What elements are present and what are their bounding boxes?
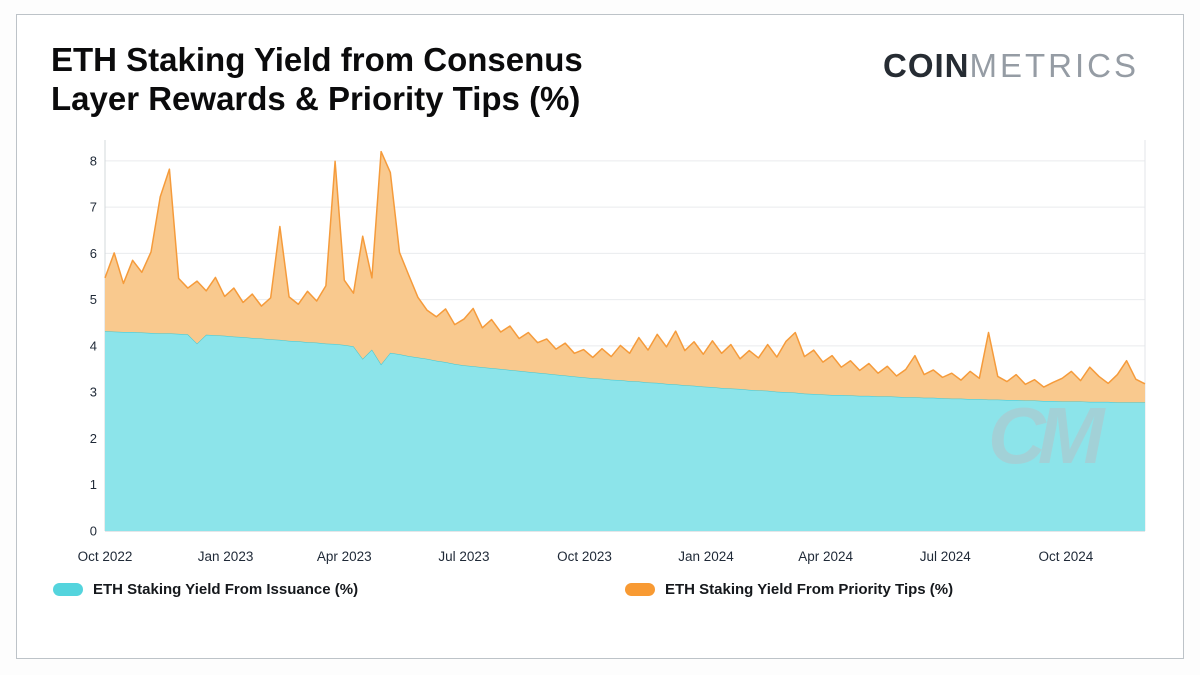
x-tick-label: Jan 2024: [678, 549, 734, 564]
x-tick-label: Oct 2023: [557, 549, 612, 564]
y-tick-label: 3: [90, 385, 97, 400]
priority-tips-line: [104, 151, 1146, 389]
header: ETH Staking Yield from Consenus Layer Re…: [17, 15, 1183, 118]
legend: ETH Staking Yield From Issuance (%) ETH …: [17, 581, 1183, 598]
chart-title-line1: ETH Staking Yield from Consenus: [51, 41, 583, 78]
y-tick-label: 1: [90, 477, 97, 492]
chart-area: 0 1 2 3 4 5 6 7 8 Oct 2022 Jan 2023 Apr 2023 Jul 202…: [63, 128, 1183, 573]
x-tick-label: Apr 2024: [798, 549, 853, 564]
y-tick-label: 8: [90, 154, 97, 169]
y-tick-label: 2: [90, 431, 97, 446]
coinmetrics-logo: COINMETRICS: [883, 47, 1139, 85]
legend-swatch-issuance: [53, 583, 83, 597]
x-tick-label: Apr 2023: [317, 549, 372, 564]
y-tick-label: 7: [90, 200, 97, 215]
x-tick-label: Oct 2024: [1038, 549, 1093, 564]
chart-title-line2: Layer Rewards & Priority Tips (%): [51, 79, 581, 117]
y-tick-label: 6: [90, 246, 97, 261]
logo-coin-text: COIN: [883, 47, 970, 84]
cm-watermark: CM: [988, 391, 1107, 480]
legend-label-priority-tips: ETH Staking Yield From Priority Tips (%): [665, 581, 954, 599]
chart-card: ETH Staking Yield from Consenus Layer Re…: [16, 14, 1184, 659]
x-tick-label: Jul 2024: [920, 549, 972, 564]
x-tick-label: Jan 2023: [198, 549, 254, 564]
legend-label-issuance: ETH Staking Yield From Issuance (%): [93, 581, 359, 599]
legend-item-priority-tips[interactable]: ETH Staking Yield From Priority Tips (%): [625, 581, 953, 598]
x-tick-label: Jul 2023: [438, 549, 489, 564]
y-tick-label: 0: [90, 524, 97, 539]
logo-metrics-text: METRICS: [969, 47, 1139, 84]
x-tick-label: Oct 2022: [78, 549, 133, 564]
legend-item-issuance[interactable]: ETH Staking Yield From Issuance (%): [53, 581, 625, 598]
legend-swatch-priority-tips: [625, 583, 655, 597]
issuance-area: [105, 331, 1145, 532]
y-tick-label: 5: [90, 292, 97, 307]
chart-title: ETH Staking Yield from Consenus Layer Re…: [51, 41, 811, 118]
y-tick-label: 4: [90, 339, 97, 354]
stacked-area-chart: 0 1 2 3 4 5 6 7 8 Oct 2022 Jan 2023 Apr 2023 Jul 202…: [78, 140, 1146, 564]
priority-tips-area: [105, 151, 1145, 403]
